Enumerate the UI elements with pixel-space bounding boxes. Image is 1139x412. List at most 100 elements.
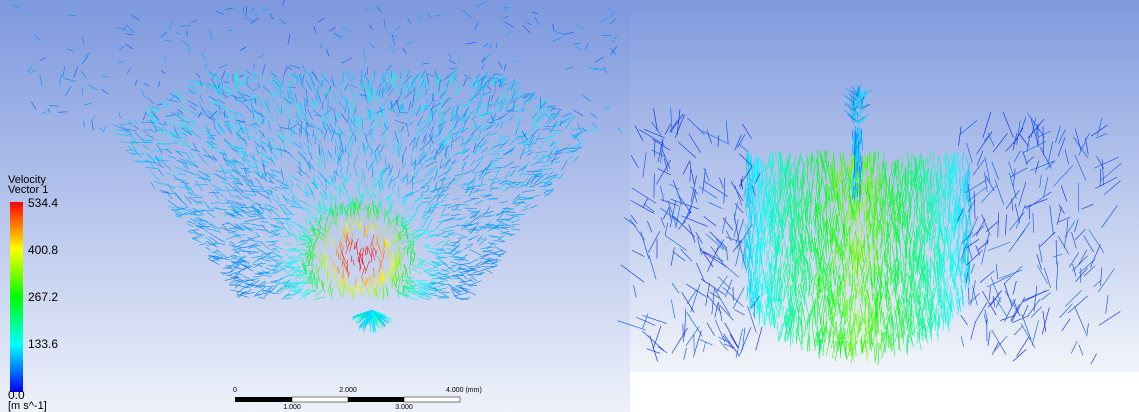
vector-arrow <box>283 293 291 299</box>
vector-arrow <box>243 76 248 82</box>
vector-arrow <box>119 123 133 125</box>
vector-arrow <box>320 117 328 127</box>
vector-arrow <box>177 207 189 211</box>
vector-arrow <box>263 75 269 87</box>
vector-arrow <box>299 141 304 148</box>
vector-arrow <box>414 282 427 286</box>
vector-arrow <box>401 191 413 199</box>
vector-arrow <box>478 257 492 261</box>
vector-arrow <box>474 82 478 89</box>
vector-arrow <box>527 139 534 153</box>
vector-arrow <box>508 97 520 102</box>
vector-arrow <box>389 165 394 176</box>
vector-arrow <box>432 288 440 291</box>
vector-arrow <box>239 264 251 272</box>
vector-arrow <box>281 223 291 235</box>
vector-arrow <box>449 72 455 85</box>
vector-arrow <box>192 142 198 151</box>
vector-arrow <box>309 271 312 284</box>
vector-arrow <box>358 145 361 155</box>
vector-arrow <box>513 196 521 203</box>
vector-arrow <box>217 91 230 98</box>
vector-arrow <box>504 138 512 142</box>
vector-arrow <box>302 278 308 287</box>
vector-arrow <box>440 84 446 96</box>
vector-arrow <box>352 222 355 231</box>
vector-arrow <box>411 73 419 85</box>
vector-arrow <box>374 182 377 189</box>
vector-arrow <box>354 134 357 142</box>
vector-arrow <box>543 193 551 196</box>
vector-arrow <box>442 187 450 192</box>
vector-arrow <box>261 159 272 166</box>
vector-arrow <box>307 258 311 266</box>
vector-arrow <box>335 99 337 106</box>
vector-arrow <box>238 94 247 105</box>
vector-arrow <box>341 177 348 190</box>
vector-arrow <box>427 91 438 101</box>
vector-arrow <box>167 200 180 209</box>
vector-arrow <box>485 221 492 226</box>
vector-arrow <box>237 241 248 247</box>
vector-arrow <box>307 217 314 228</box>
vector-arrow <box>129 140 140 144</box>
vector-arrow <box>123 130 132 137</box>
vector-arrow <box>376 200 383 208</box>
vector-arrow <box>536 154 545 161</box>
vector-arrow <box>424 244 432 248</box>
vector-arrow <box>316 277 319 291</box>
vector-arrow <box>303 190 310 200</box>
vector-arrow <box>230 208 242 217</box>
vector-arrow <box>233 147 242 150</box>
vector-arrow <box>172 208 182 218</box>
vector-arrow <box>455 292 468 297</box>
vector-arrow <box>189 151 195 159</box>
vector-arrow <box>549 145 558 153</box>
vector-arrow <box>146 119 155 125</box>
vector-arrow <box>355 121 360 135</box>
vector-arrow <box>476 155 484 162</box>
vector-arrow <box>388 264 393 278</box>
vector-arrow <box>350 211 354 219</box>
vector-arrow <box>406 275 418 286</box>
vector-arrow <box>252 263 264 267</box>
vector-arrow <box>415 123 418 136</box>
vector-arrow <box>383 112 387 124</box>
vector-arrow <box>346 236 351 245</box>
vector-arrow <box>399 230 401 243</box>
vector-arrow <box>492 239 505 243</box>
vector-arrow <box>233 250 242 254</box>
vector-arrow <box>401 97 405 111</box>
vector-arrow <box>528 175 538 184</box>
vector-arrow <box>269 79 280 89</box>
vector-arrow <box>468 258 478 265</box>
vector-arrow <box>325 177 330 185</box>
vector-arrow <box>252 110 254 119</box>
vector-arrow <box>304 218 308 225</box>
vector-arrow <box>446 247 459 253</box>
vector-arrow <box>434 168 438 181</box>
vector-arrow <box>473 143 476 153</box>
vector-arrow <box>447 203 461 209</box>
vector-arrow <box>338 287 342 298</box>
vector-arrow <box>443 106 452 116</box>
vector-arrow <box>523 204 531 208</box>
vector-arrow <box>311 254 314 265</box>
vector-arrow <box>175 209 184 215</box>
vector-arrow <box>288 72 297 83</box>
vector-arrow <box>418 266 428 271</box>
vector-arrow <box>498 141 508 149</box>
vector-arrow <box>288 118 290 130</box>
vector-arrow <box>368 97 371 105</box>
vector-arrow <box>252 204 260 215</box>
vector-arrow <box>195 83 206 88</box>
vector-arrow <box>392 259 394 266</box>
vector-arrow <box>317 124 321 131</box>
vector-arrow <box>256 286 266 295</box>
vector-arrow <box>197 153 207 164</box>
vector-arrow <box>341 181 348 194</box>
vector-arrow <box>234 96 244 104</box>
vector-arrow <box>422 185 429 189</box>
vector-arrow <box>486 242 494 250</box>
